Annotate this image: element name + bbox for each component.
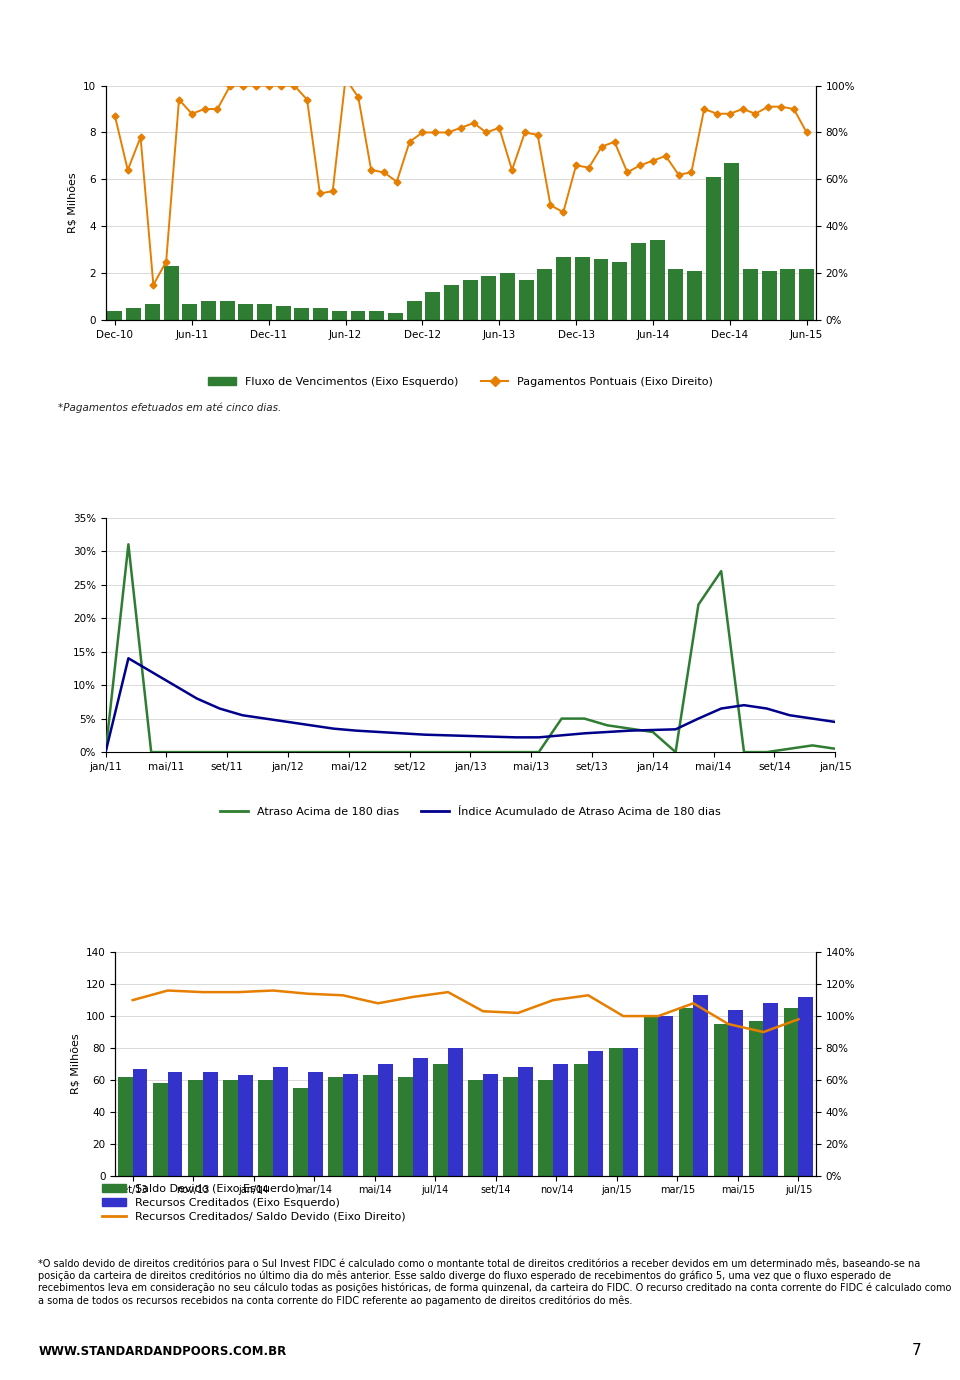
Bar — [623, 1047, 638, 1176]
Bar — [780, 269, 796, 320]
Bar — [500, 273, 515, 320]
Y-axis label: R$ Milhões: R$ Milhões — [70, 1034, 81, 1094]
Bar — [553, 1064, 568, 1176]
Bar — [650, 240, 664, 320]
Text: *Pagamentos efetuados em até cinco dias.: *Pagamentos efetuados em até cinco dias. — [58, 403, 281, 413]
Text: Gráfico 10: Gráfico 10 — [31, 454, 103, 466]
Bar — [575, 257, 589, 320]
Bar — [687, 270, 702, 320]
Bar — [783, 1007, 799, 1176]
Bar — [132, 1068, 148, 1176]
Bar — [295, 309, 309, 320]
Bar — [729, 1010, 743, 1176]
Bar — [743, 269, 758, 320]
Text: Fluxo de Vencimentos e Pagamentos Pontuais – Contratos e CCBs: Fluxo de Vencimentos e Pagamentos Pontua… — [31, 47, 491, 59]
Bar — [749, 1021, 763, 1176]
Bar — [168, 1072, 182, 1176]
Bar — [448, 1047, 463, 1176]
Bar — [659, 1016, 673, 1176]
Bar — [609, 1047, 623, 1176]
Bar — [539, 1081, 553, 1176]
Text: Gráfico 9: Gráfico 9 — [31, 19, 94, 32]
Bar — [153, 1083, 168, 1176]
Bar — [425, 293, 441, 320]
Bar — [258, 1081, 273, 1176]
Text: Saldo Devido de Direitos Creditórios e Recursos Creditados na Conta Corrente do : Saldo Devido de Direitos Creditórios e R… — [31, 912, 644, 925]
Bar — [481, 276, 496, 320]
Bar — [631, 243, 646, 320]
Bar — [313, 309, 328, 320]
Bar — [398, 1076, 413, 1176]
Bar — [332, 310, 347, 320]
Bar — [363, 1075, 378, 1176]
Bar — [201, 301, 216, 320]
Bar — [413, 1057, 428, 1176]
Bar — [108, 310, 123, 320]
Y-axis label: R$ Milhões: R$ Milhões — [67, 172, 77, 233]
Bar — [203, 1072, 218, 1176]
Bar — [483, 1074, 498, 1176]
Bar — [763, 1003, 779, 1176]
Bar — [518, 280, 534, 320]
Bar — [468, 1081, 483, 1176]
Bar — [388, 313, 403, 320]
Bar — [556, 257, 571, 320]
Bar — [538, 269, 552, 320]
Text: WWW.STANDARDANDPOORS.COM.BR: WWW.STANDARDANDPOORS.COM.BR — [38, 1346, 287, 1358]
Bar — [588, 1052, 603, 1176]
Bar — [463, 280, 478, 320]
Legend: Atraso Acima de 180 dias, Índice Acumulado de Atraso Acima de 180 dias: Atraso Acima de 180 dias, Índice Acumula… — [216, 802, 725, 821]
Bar — [679, 1007, 693, 1176]
Bar — [762, 270, 777, 320]
Bar — [276, 306, 291, 320]
Text: *O saldo devido de direitos creditórios para o Sul Invest FIDC é calculado como : *O saldo devido de direitos creditórios … — [38, 1259, 951, 1305]
Bar — [293, 1087, 308, 1176]
Bar — [713, 1024, 729, 1176]
Bar — [378, 1064, 393, 1176]
Bar — [444, 286, 459, 320]
Bar — [370, 310, 384, 320]
Bar — [126, 309, 141, 320]
Bar — [350, 310, 366, 320]
Text: Gráfico 11: Gráfico 11 — [31, 885, 103, 897]
Bar — [238, 1075, 252, 1176]
Bar — [643, 1016, 659, 1176]
Bar — [343, 1074, 358, 1176]
Bar — [706, 177, 721, 320]
Bar — [725, 163, 739, 320]
Bar — [238, 304, 253, 320]
Bar — [693, 995, 708, 1176]
Bar — [223, 1081, 238, 1176]
Text: 7: 7 — [912, 1343, 922, 1358]
Bar — [257, 304, 272, 320]
Bar — [518, 1067, 533, 1176]
Bar — [188, 1081, 203, 1176]
Bar — [503, 1076, 518, 1176]
Bar — [220, 301, 234, 320]
Legend: Fluxo de Vencimentos (Eixo Esquerdo), Pagamentos Pontuais (Eixo Direito): Fluxo de Vencimentos (Eixo Esquerdo), Pa… — [204, 373, 718, 392]
Bar — [573, 1064, 588, 1176]
Bar — [433, 1064, 448, 1176]
Bar — [118, 1076, 132, 1176]
Bar — [163, 266, 179, 320]
Text: Desempenho Acumulado dos Recebíveis por Fluxo de Vencimento - Contratos e CCB’s: Desempenho Acumulado dos Recebíveis por … — [31, 482, 631, 494]
Bar — [668, 269, 684, 320]
Bar — [799, 269, 814, 320]
Bar — [182, 304, 197, 320]
Bar — [799, 996, 813, 1176]
Bar — [308, 1072, 323, 1176]
Bar — [273, 1067, 288, 1176]
Bar — [593, 259, 609, 320]
Bar — [407, 301, 421, 320]
Bar — [145, 304, 159, 320]
Legend: Saldo Devido (Eixo Esquerdo), Recursos Creditados (Eixo Esquerdo), Recursos Cred: Saldo Devido (Eixo Esquerdo), Recursos C… — [102, 1184, 405, 1221]
Bar — [612, 262, 627, 320]
Bar — [328, 1076, 343, 1176]
